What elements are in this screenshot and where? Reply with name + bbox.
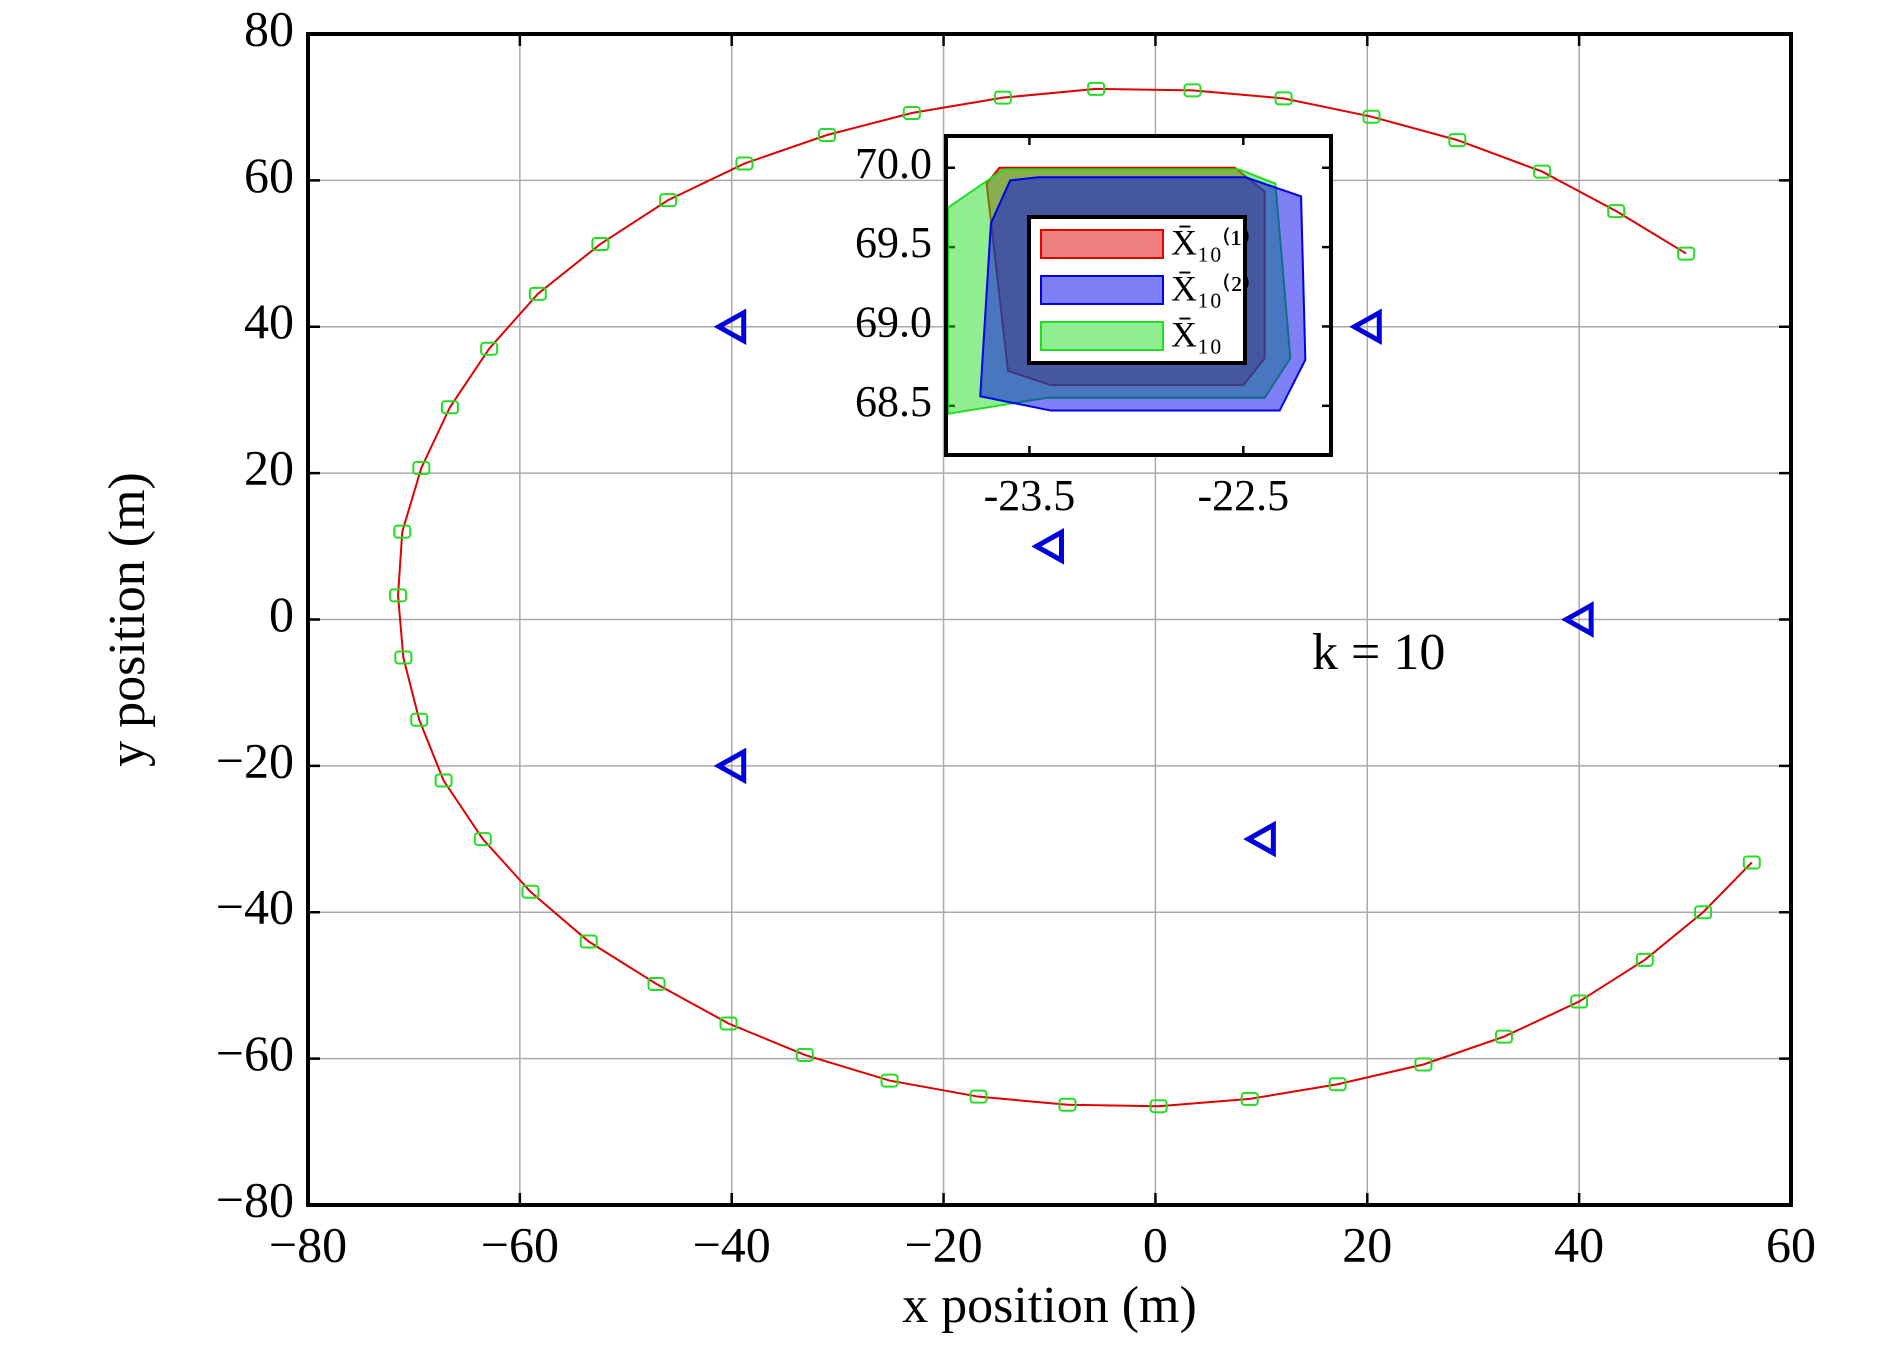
sensor-marker xyxy=(1561,601,1594,638)
estimate-box xyxy=(880,1073,899,1088)
estimate-box xyxy=(1635,952,1654,967)
sensor-marker xyxy=(1031,528,1064,565)
estimate-box xyxy=(410,712,429,727)
estimate-box xyxy=(735,156,754,171)
estimate-box xyxy=(389,588,408,603)
y-tick-label: 0 xyxy=(269,586,294,642)
estimate-box xyxy=(521,884,540,899)
legend-swatch xyxy=(1040,229,1164,259)
estimate-box xyxy=(528,286,547,301)
estimate-box xyxy=(969,1089,988,1104)
estimate-box xyxy=(1448,133,1467,148)
y-tick-label: −60 xyxy=(216,1025,294,1081)
estimate-box xyxy=(659,193,678,208)
estimate-box xyxy=(795,1047,814,1062)
estimate-box xyxy=(818,127,837,142)
estimate-box xyxy=(902,106,921,121)
estimate-box xyxy=(1058,1097,1077,1112)
x-tick-label: 0 xyxy=(1143,1216,1168,1272)
estimate-box xyxy=(579,934,598,949)
x-tick-label: -23.5 xyxy=(984,471,1076,520)
y-tick-label: 69.5 xyxy=(855,218,932,267)
y-tick-label: 69.0 xyxy=(855,298,932,347)
estimate-box xyxy=(1362,109,1381,124)
x-tick-label: −40 xyxy=(693,1216,771,1272)
y-tick-label: 68.5 xyxy=(855,377,932,426)
estimate-box xyxy=(647,976,666,991)
estimate-box xyxy=(1240,1091,1259,1106)
estimate-box xyxy=(394,650,413,665)
estimate-box xyxy=(1607,204,1626,219)
annotation: k = 10 xyxy=(1312,624,1445,681)
y-tick-label: 80 xyxy=(244,0,294,56)
legend-label: X̄₁₀ xyxy=(1171,314,1222,354)
estimate-box xyxy=(1328,1077,1347,1092)
estimate-box xyxy=(1414,1057,1433,1072)
plot-1: -23.5 -22.5 70.0 69.5 69.0 68.5 X̄₁₀⁽¹⁾ X̄₁₀⁽²⁾… xyxy=(855,134,1333,520)
sensor-marker xyxy=(713,308,747,346)
legend-label: X̄₁₀⁽¹⁾ xyxy=(1171,222,1251,262)
plot-frame xyxy=(944,134,1333,457)
estimate-box xyxy=(480,341,499,356)
y-tick-label: −40 xyxy=(216,879,294,935)
estimate-box xyxy=(1183,83,1202,98)
legend-swatch xyxy=(1040,321,1164,351)
estimate-box xyxy=(591,237,610,252)
x-axis-label: x position (m) xyxy=(902,1277,1197,1334)
estimate-box xyxy=(1533,164,1552,179)
x-tick-label: −80 xyxy=(269,1216,347,1272)
x-tick-label: 40 xyxy=(1554,1216,1604,1272)
estimate-box xyxy=(1087,81,1106,96)
sensor-marker xyxy=(713,747,747,785)
estimate-box xyxy=(719,1016,738,1031)
estimate-box xyxy=(473,832,492,847)
estimate-box xyxy=(1274,91,1293,106)
legend-label: X̄₁₀⁽²⁾ xyxy=(1171,268,1251,308)
y-tick-label: 20 xyxy=(244,440,294,496)
estimate-box xyxy=(1494,1029,1513,1044)
x-tick-label: 20 xyxy=(1342,1216,1392,1272)
estimate-box xyxy=(1570,994,1589,1009)
legend-swatch xyxy=(1040,275,1164,305)
x-tick-label: −20 xyxy=(904,1216,982,1272)
estimate-box xyxy=(1677,246,1696,261)
y-tick-label: 70.0 xyxy=(855,139,932,188)
x-tick-label: −60 xyxy=(481,1216,559,1272)
estimate-box xyxy=(1694,905,1713,920)
estimate-box xyxy=(434,773,453,788)
estimate-box xyxy=(393,524,412,539)
sensor-marker xyxy=(1349,308,1382,346)
sensor-marker xyxy=(1243,820,1276,858)
estimate-box xyxy=(440,400,459,415)
y-tick-label: 40 xyxy=(244,293,294,349)
estimate-box xyxy=(1149,1099,1168,1114)
estimate-box xyxy=(1742,855,1761,870)
x-tick-label: -22.5 xyxy=(1197,471,1289,520)
y-tick-label: 60 xyxy=(244,147,294,203)
x-tick-label: 60 xyxy=(1766,1216,1816,1272)
trajectory-line xyxy=(397,87,1753,1108)
y-tick-label: −20 xyxy=(216,732,294,788)
plot-frame xyxy=(306,32,1793,1207)
estimate-box xyxy=(993,90,1012,105)
y-tick-label: −80 xyxy=(216,1171,294,1227)
y-axis-label: y position (m) xyxy=(99,472,156,767)
plot-content xyxy=(389,81,1761,1114)
estimate-box xyxy=(412,461,431,476)
